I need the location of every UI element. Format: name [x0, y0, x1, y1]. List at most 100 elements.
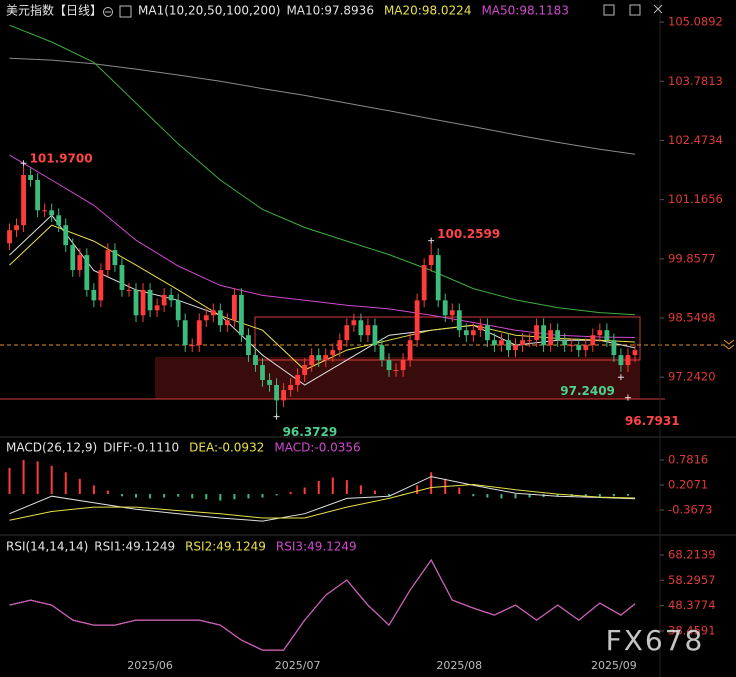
settings-icon[interactable]	[119, 5, 132, 18]
legend-entry: MA10:97.8936	[286, 4, 374, 18]
candle-body	[274, 384, 279, 401]
candle-body	[84, 255, 90, 290]
histogram-bar	[22, 460, 25, 495]
x-tick-label: 2025/06	[127, 659, 173, 672]
candle-body	[14, 225, 19, 231]
candle-body	[400, 360, 406, 371]
candle-body	[253, 355, 258, 366]
histogram-bar	[177, 494, 180, 497]
candle-body	[28, 175, 33, 180]
candle-body	[379, 345, 385, 361]
histogram-bar	[359, 485, 362, 495]
legend-entry: DIFF:-0.1110	[103, 441, 179, 455]
legend-entry: RSI2:49.1249	[185, 540, 266, 554]
histogram-bar	[612, 494, 615, 497]
y-tick-label: 97.2420	[668, 370, 716, 384]
histogram-bar	[50, 465, 53, 495]
histogram-bar	[331, 477, 334, 495]
histogram-bar	[191, 494, 194, 499]
legend-entry: MA20:98.0224	[384, 4, 472, 18]
candle-body	[42, 210, 48, 212]
candle-body	[133, 289, 139, 316]
histogram-bar	[106, 490, 109, 495]
histogram-bar	[416, 485, 419, 495]
histogram-bar	[528, 494, 531, 498]
y-tick-label: 102.4734	[668, 133, 723, 147]
candle-body	[611, 340, 617, 356]
candle-body	[604, 330, 610, 341]
series-line	[9, 24, 636, 316]
annotation-marker	[428, 237, 435, 244]
candle-body	[267, 379, 272, 385]
candle-body	[119, 265, 125, 290]
y-tick-label: 38.4591	[668, 623, 716, 637]
histogram-bar	[247, 494, 250, 499]
histogram-bar	[219, 494, 222, 501]
candle-body	[140, 289, 146, 316]
histogram-bar	[556, 494, 559, 497]
candle-body	[309, 355, 315, 366]
candle-body	[576, 345, 582, 351]
candle-body	[295, 375, 301, 385]
candle-body	[548, 330, 554, 346]
candle-body	[365, 325, 371, 336]
candle-body	[421, 265, 427, 301]
candle-body	[484, 325, 490, 341]
annotation: 101.9700	[30, 152, 93, 166]
candle-body	[70, 245, 76, 271]
candle-body	[98, 270, 104, 301]
candle-body	[316, 355, 322, 361]
panel-title: 美元指数【日线】	[6, 3, 102, 18]
histogram-bar	[317, 480, 320, 495]
candle-body	[435, 255, 441, 301]
panel-title: RSI(14,14,14)	[6, 540, 88, 554]
candle-body	[126, 289, 132, 291]
y-tick-label: 101.1656	[668, 192, 723, 206]
histogram-bar	[92, 485, 95, 495]
annotation-marker	[624, 394, 631, 401]
candle-body	[541, 325, 547, 346]
y-tick-label: 98.5498	[668, 311, 716, 325]
candle-body	[323, 355, 329, 361]
candle-body	[625, 355, 631, 366]
zoom-icon[interactable]	[103, 7, 113, 17]
candle-body	[35, 179, 41, 211]
candle-body	[386, 360, 392, 371]
candle-body	[527, 340, 532, 342]
candle-body	[632, 350, 638, 356]
candle-body	[477, 325, 483, 331]
toolbar-icon[interactable]	[603, 4, 615, 16]
candle-body	[161, 294, 167, 306]
candle-body	[112, 250, 118, 266]
histogram-bar	[261, 494, 264, 498]
candle-body	[618, 355, 624, 366]
annotation: 97.2409	[560, 384, 615, 398]
annotation: 96.7931	[625, 414, 680, 428]
candle-body	[513, 345, 518, 351]
candle-body	[442, 300, 448, 316]
histogram-bar	[149, 494, 152, 499]
close-icon[interactable]	[653, 4, 663, 14]
y-tick-label: 103.7813	[668, 74, 723, 88]
candle-body	[189, 345, 195, 347]
candle-body	[555, 330, 561, 341]
candle-body	[168, 294, 174, 301]
annotation: 100.2599	[437, 227, 500, 241]
histogram-bar	[289, 491, 292, 495]
watermark: FX678	[606, 624, 705, 657]
candle-body	[337, 340, 343, 351]
candle-body	[288, 384, 294, 390]
candle-body	[154, 305, 160, 311]
candle-body	[520, 340, 525, 346]
legend-entry: RSI3:49.1249	[276, 540, 357, 554]
candle-body	[569, 345, 575, 347]
toolbar-icon[interactable]	[629, 4, 641, 16]
histogram-bar	[36, 461, 39, 495]
candle-body	[182, 320, 188, 346]
histogram-bar	[78, 478, 81, 495]
candle-body	[196, 320, 202, 346]
candle-body	[49, 210, 55, 216]
annotation-marker	[273, 413, 280, 420]
range-box	[254, 316, 641, 361]
histogram-bar	[373, 490, 376, 495]
